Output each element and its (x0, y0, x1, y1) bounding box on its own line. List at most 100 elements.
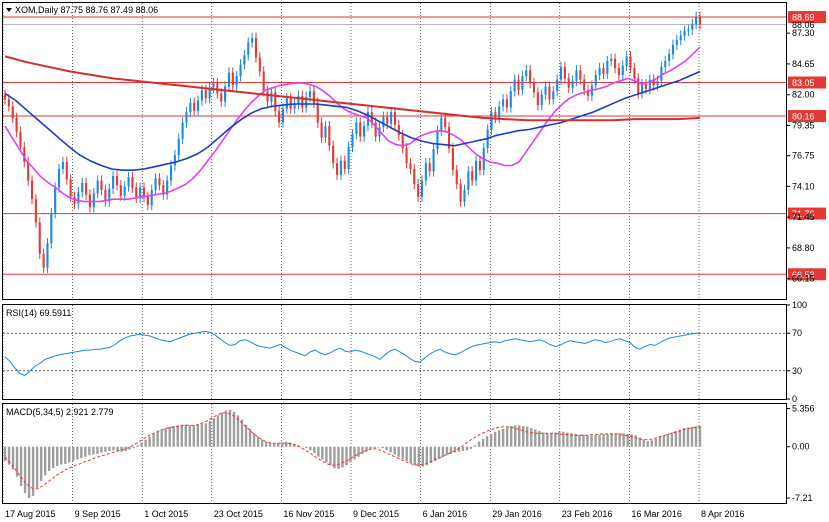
macd-bar (441, 446, 445, 458)
macd-bar (220, 412, 224, 447)
macd-bar (526, 426, 529, 447)
price-tick-label: 71.45 (792, 212, 815, 222)
candle-body (281, 108, 285, 123)
candle-body (274, 92, 277, 111)
candle-body (251, 37, 254, 43)
macd-bar (148, 436, 151, 447)
candle-body (474, 160, 478, 181)
candle-body (695, 16, 698, 24)
macd-bar (27, 446, 31, 499)
macd-tick-label: -7.21 (792, 493, 813, 503)
candle-body (181, 122, 184, 139)
macd-bar (598, 434, 601, 447)
candle-body (455, 170, 458, 185)
candle-body (656, 80, 659, 86)
macd-bar (196, 424, 200, 447)
candle-body (602, 68, 605, 74)
macd-bar (100, 446, 103, 453)
candle-body (494, 112, 497, 118)
candle-body (440, 117, 443, 131)
macd-tick-label: 0.00 (792, 442, 810, 452)
macd-bar (457, 446, 461, 452)
macd-bar (3, 446, 7, 461)
macd-bar (562, 431, 565, 447)
level-label-box (788, 110, 826, 123)
candle-body (347, 146, 350, 169)
macd-bar (92, 446, 95, 455)
candle-body (382, 116, 385, 128)
macd-bar (530, 428, 533, 447)
candle-body (463, 189, 466, 202)
x-tick-label: 6 Jan 2016 (423, 509, 468, 519)
macd-bar (594, 435, 597, 447)
candle-body (3, 94, 7, 100)
dropdown-triangle-icon[interactable] (6, 8, 12, 12)
candle-body (54, 187, 57, 214)
candle-body (351, 134, 354, 147)
macd-bar (638, 437, 641, 447)
macd-bar (461, 446, 465, 452)
macd-bar (542, 432, 545, 447)
x-tick-label: 9 Sep 2015 (75, 509, 121, 519)
candle-body (57, 168, 61, 188)
candle-body (65, 162, 68, 180)
candle-body (324, 126, 327, 138)
macd-bar (662, 435, 666, 447)
macd-bar (485, 436, 489, 447)
macd-bar (602, 433, 605, 447)
macd-bar (546, 433, 549, 447)
candle-body (529, 70, 532, 84)
macd-bar (397, 446, 400, 457)
candle-body (505, 99, 509, 108)
macd-bar (578, 434, 581, 447)
macd-bar (365, 446, 368, 452)
candle-body (393, 112, 397, 125)
candle-body (131, 177, 134, 188)
macd-bar (208, 421, 212, 447)
rsi-tick-label: 100 (792, 300, 807, 310)
macd-bar (345, 446, 348, 466)
macd-signal-line (4, 411, 701, 490)
candles (3, 11, 702, 273)
macd-bar (590, 435, 593, 447)
macd-bar (192, 425, 196, 447)
macd-bar (405, 446, 408, 461)
macd-bar (301, 446, 304, 448)
macd-bar (244, 424, 248, 447)
macd-bar (425, 446, 429, 466)
macd-bar (164, 428, 167, 447)
x-tick-label: 23 Oct 2015 (214, 509, 263, 519)
candle-body (328, 126, 331, 146)
candle-body (293, 103, 296, 109)
price-tick-label: 84.65 (792, 59, 815, 69)
candle-body (513, 79, 516, 92)
macd-bar (417, 446, 420, 467)
macd-bar (582, 434, 585, 447)
candle-body (162, 185, 165, 195)
macd-bar (570, 433, 573, 447)
macd-bar (433, 446, 437, 461)
price-tick-label: 82.00 (792, 90, 815, 100)
candle-body (119, 185, 122, 196)
candle-body (208, 87, 211, 99)
candle-body (521, 76, 524, 91)
macd-bar (618, 433, 621, 447)
x-tick-label: 17 Aug 2015 (5, 509, 56, 519)
level-label-box (788, 268, 826, 281)
macd-bar (232, 411, 236, 447)
candle-body (343, 160, 346, 169)
candle-body (100, 180, 103, 190)
macd-bar (610, 433, 613, 447)
candle-body (38, 222, 41, 254)
x-tick-label: 8 Apr 2016 (701, 509, 745, 519)
candle-body (27, 162, 30, 181)
candle-body (247, 42, 250, 56)
candle-body (594, 74, 597, 86)
candle-body (61, 162, 64, 169)
candle-body (698, 16, 702, 25)
macd-bar (272, 443, 276, 447)
macd-bar (437, 446, 441, 459)
rsi-title: RSI(14) 69.5911 (6, 308, 71, 318)
candle-body (571, 80, 574, 88)
macd-bar (497, 430, 501, 447)
